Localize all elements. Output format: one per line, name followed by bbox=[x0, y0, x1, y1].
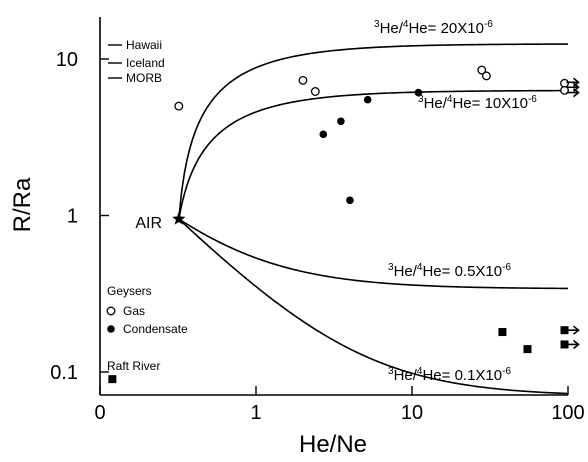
point-condensate-0 bbox=[319, 130, 328, 139]
point-gas-3 bbox=[477, 65, 487, 75]
point-condensate-3 bbox=[363, 95, 372, 104]
point-gas-0 bbox=[174, 101, 184, 111]
legend-top: Hawaii Iceland MORB bbox=[108, 38, 165, 85]
point-raft-river-3 bbox=[560, 326, 569, 335]
y-tick-label-1: 1 bbox=[67, 206, 78, 228]
legend-label-condensate: Condensate bbox=[123, 322, 188, 336]
legend-label-raft-river: Raft River bbox=[107, 359, 160, 373]
offscale-arrow-4 bbox=[566, 339, 580, 350]
x-axis-title: He/Ne bbox=[299, 431, 367, 458]
mixing-curves bbox=[178, 43, 569, 395]
y-tick-label-2: 10 bbox=[56, 49, 78, 71]
point-raft-river-1 bbox=[498, 328, 507, 337]
point-condensate-2 bbox=[346, 196, 354, 205]
legend-label-morb: MORB bbox=[126, 71, 162, 85]
point-gas-4 bbox=[481, 71, 491, 81]
mixing-curve-3 bbox=[178, 218, 569, 395]
point-gas-2 bbox=[310, 87, 320, 96]
point-raft-river-2 bbox=[523, 345, 532, 354]
curve-label-10: 3He/4He= 10X10-6 bbox=[418, 94, 537, 112]
y-tick-label-0: 0.1 bbox=[50, 362, 78, 384]
legend-group-geysers: Geysers bbox=[107, 284, 152, 298]
point-condensate-1 bbox=[337, 117, 345, 126]
x-tick-label-3: 100 bbox=[551, 402, 584, 424]
legend-label-gas: Gas bbox=[123, 304, 145, 318]
curve-label-20: 3He/4He= 20X10-6 bbox=[374, 19, 493, 37]
mixing-curve-1 bbox=[178, 89, 569, 220]
point-gas-1 bbox=[298, 75, 308, 85]
data-points bbox=[108, 65, 569, 384]
y-axis-title: R/Ra bbox=[9, 177, 36, 232]
x-tick-label-2: 10 bbox=[401, 402, 423, 424]
legend-label-hawaii: Hawaii bbox=[126, 38, 162, 52]
curve-label-01: 3He/4He= 0.1X10-6 bbox=[388, 366, 511, 384]
offscale-arrow-3 bbox=[566, 325, 580, 335]
point-raft-river-0 bbox=[108, 375, 117, 384]
offscale-arrows bbox=[566, 77, 580, 350]
air-star-marker bbox=[172, 211, 186, 225]
point-condensate-4 bbox=[414, 88, 423, 97]
point-raft-river-4 bbox=[560, 340, 569, 349]
legend-marker-gas bbox=[106, 306, 116, 316]
point-gas-5 bbox=[560, 78, 569, 88]
mixing-curve-2 bbox=[178, 218, 569, 290]
curve-label-05: 3He/4He= 0.5X10-6 bbox=[388, 262, 511, 280]
x-tick-label-1: 1 bbox=[250, 402, 261, 424]
legend-marker-condensate bbox=[107, 325, 115, 333]
air-label: AIR bbox=[135, 215, 162, 232]
point-gas-6 bbox=[560, 85, 569, 95]
mixing-curve-0 bbox=[178, 43, 569, 220]
x-tick-label-0: 0 bbox=[94, 402, 105, 424]
offscale-arrow-2 bbox=[566, 87, 580, 98]
legend-bottom: Geysers Gas Condensate Raft River bbox=[106, 284, 188, 373]
legend-label-iceland: Iceland bbox=[126, 56, 165, 70]
axis-ticks: 0 1 10 100 0.1 1 10 bbox=[50, 49, 585, 424]
